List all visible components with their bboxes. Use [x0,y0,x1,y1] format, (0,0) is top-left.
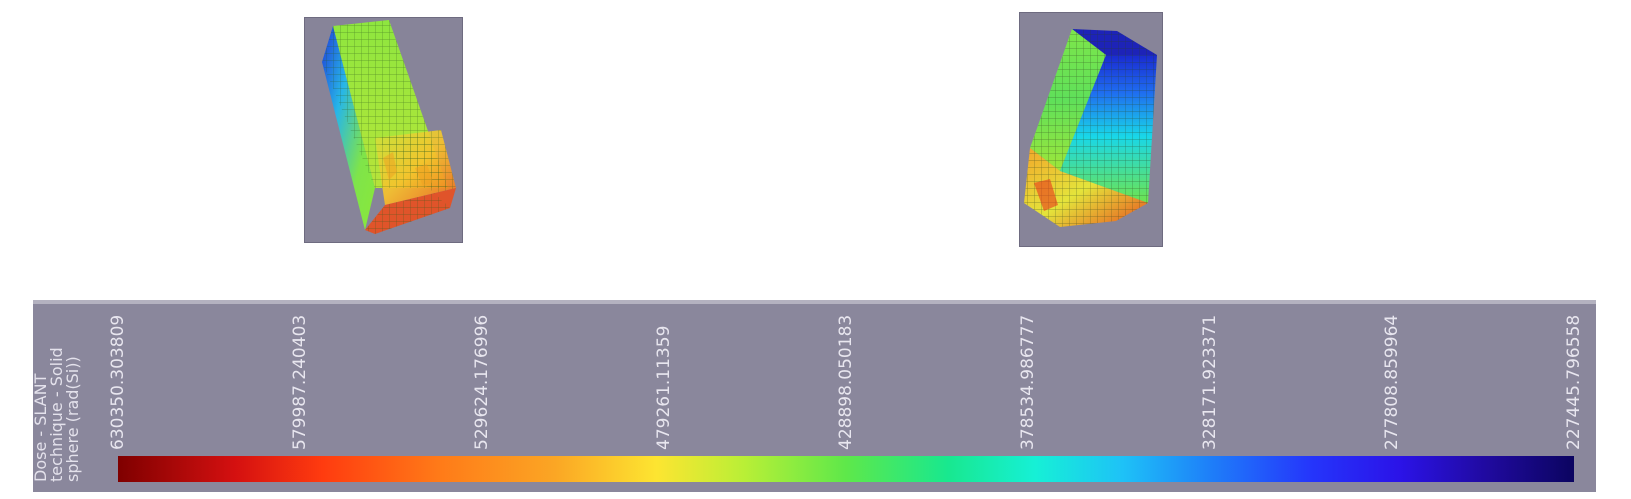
legend-title: Dose - SLANT technique - Solid sphere (r… [31,347,82,482]
model-view-left[interactable] [304,17,463,243]
box-mesh-right [1024,29,1157,227]
legend-tick-label: 277808.859964 [1382,314,1402,450]
legend-tick-label: 529624.176996 [472,314,492,450]
legend-tick-label: 630350.303809 [108,314,128,450]
legend-tick-label: 479261.11359 [654,325,674,450]
legend-tick-label: 579987.240403 [290,314,310,450]
color-legend: Dose - SLANT technique - Solid sphere (r… [31,300,1596,492]
colorbar [118,456,1574,482]
legend-tick-label: 227445.796558 [1564,314,1584,450]
legend-tick-label: 378534.986777 [1018,314,1038,450]
box-mesh-left [322,20,456,234]
model-view-right[interactable] [1019,12,1163,247]
legend-tick-label: 328171.923371 [1200,314,1220,450]
legend-tick-label: 428898.050183 [836,314,856,450]
